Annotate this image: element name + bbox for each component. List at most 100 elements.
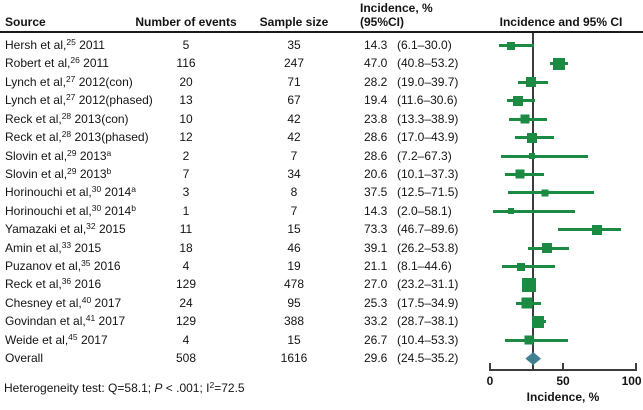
citation-superscript: 29 bbox=[67, 165, 77, 176]
source-cell: Overall bbox=[5, 351, 44, 366]
source-cell: Reck et al,28 2013(phased) bbox=[5, 129, 149, 145]
effect-square bbox=[521, 297, 533, 309]
table-row: Slovin et al,29 2013b 7 34 20.6 (10.1–37.3) bbox=[0, 165, 643, 184]
source-cell: Yamazaki et al,32 2015 bbox=[5, 221, 126, 237]
table-row: Lynch et al,27 2012(phased) 13 67 19.4 (11.6… bbox=[0, 91, 643, 110]
footnote-superscript: 2 bbox=[209, 380, 215, 390]
ci-cell: (11.6–30.6) bbox=[397, 93, 458, 108]
axis-tick-label: 100 bbox=[621, 374, 642, 388]
source-cell: Weide et al,45 2017 bbox=[5, 331, 108, 347]
effect-square bbox=[524, 335, 534, 345]
incidence-cell: 29.6 bbox=[364, 351, 388, 366]
incidence-cell: 14.3 bbox=[364, 203, 388, 218]
source-cell: Horinouchi et al,30 2014b bbox=[5, 202, 136, 218]
table-row: Reck et al,28 2013(phased) 12 42 28.6 (17.0–… bbox=[0, 128, 643, 147]
effect-square bbox=[592, 224, 603, 235]
citation-superscript: 27 bbox=[65, 73, 76, 84]
heterogeneity-footnote: Heterogeneity test: Q=58.1; P < .001; I2… bbox=[4, 381, 245, 395]
ci-cell: (10.4–53.3) bbox=[397, 332, 459, 347]
footnote-suffix: =72.5 bbox=[214, 381, 245, 395]
events-cell: 116 bbox=[176, 56, 196, 71]
incidence-cell: 28.6 bbox=[364, 148, 388, 163]
effect-square bbox=[526, 77, 537, 88]
source-cell: Govindan et al,41 2017 bbox=[5, 313, 126, 329]
events-cell: 3 bbox=[182, 185, 190, 200]
events-cell: 508 bbox=[175, 351, 197, 366]
ci-line bbox=[505, 338, 568, 342]
ci-cell: (8.1–44.6) bbox=[397, 259, 452, 274]
ci-line bbox=[501, 265, 556, 269]
effect-square bbox=[506, 41, 515, 50]
ci-cell: (26.2–53.8) bbox=[397, 240, 459, 255]
citation-superscript: 28 bbox=[61, 129, 72, 140]
source-cell: Robert et al,26 2011 bbox=[5, 55, 109, 71]
sample-cell: 19 bbox=[287, 259, 301, 274]
effect-square bbox=[541, 189, 549, 197]
axis-tick-label: 50 bbox=[556, 374, 570, 388]
incidence-cell: 28.2 bbox=[364, 74, 388, 89]
x-axis-label: Incidence, % bbox=[526, 390, 600, 404]
events-cell: 11 bbox=[179, 222, 193, 237]
column-header-incidence-line1: Incidence, % bbox=[360, 1, 433, 15]
effect-square bbox=[513, 95, 524, 106]
events-cell: 4 bbox=[182, 332, 190, 347]
ci-line bbox=[498, 44, 534, 47]
events-cell: 18 bbox=[179, 240, 193, 255]
incidence-cell: 25.3 bbox=[364, 295, 388, 310]
table-row: Reck et al,36 2016 129 478 27.0 (23.2–31.1) bbox=[0, 275, 643, 294]
incidence-cell: 23.8 bbox=[364, 111, 388, 126]
incidence-cell: 27.0 bbox=[364, 277, 388, 292]
ci-line bbox=[504, 172, 545, 176]
axis-tick bbox=[489, 363, 491, 371]
table-row: Puzanov et al,35 2016 4 19 21.1 (8.1–44.6) bbox=[0, 257, 643, 276]
ci-cell: (17.0–43.9) bbox=[397, 130, 459, 145]
events-cell: 20 bbox=[179, 74, 193, 89]
events-cell: 12 bbox=[179, 130, 193, 145]
arm-superscript: b bbox=[131, 202, 136, 213]
citation-superscript: 26 bbox=[70, 55, 80, 66]
table-row: Govindan et al,41 2017 129 388 33.2 (28.7–38… bbox=[0, 312, 643, 331]
citation-superscript: 29 bbox=[67, 147, 77, 158]
sample-cell: 42 bbox=[287, 130, 301, 145]
source-cell: Lynch et al,27 2012(phased) bbox=[5, 92, 153, 108]
sample-cell: 71 bbox=[287, 74, 301, 89]
incidence-cell: 39.1 bbox=[364, 240, 388, 255]
table-row: Slovin et al,29 2013a 2 7 28.6 (7.2–67.3) bbox=[0, 147, 643, 166]
incidence-cell: 37.5 bbox=[364, 185, 388, 200]
incidence-cell: 21.1 bbox=[364, 259, 388, 274]
effect-square bbox=[532, 315, 545, 328]
citation-superscript: 33 bbox=[61, 239, 72, 250]
arm-superscript: b bbox=[106, 165, 112, 176]
source-cell: Horinouchi et al,30 2014a bbox=[5, 184, 136, 200]
ci-line bbox=[558, 228, 621, 232]
source-cell: Lynch et al,27 2012(con) bbox=[5, 73, 133, 89]
ci-cell: (46.7–89.6) bbox=[397, 222, 459, 237]
ci-cell: (6.1–30.0) bbox=[397, 38, 452, 52]
citation-superscript: 40 bbox=[81, 294, 92, 305]
effect-square bbox=[520, 114, 530, 124]
footnote-mid: < .001; I bbox=[162, 381, 210, 395]
sample-cell: 34 bbox=[287, 166, 301, 181]
ci-line bbox=[500, 154, 589, 158]
ci-cell: (17.5–34.9) bbox=[397, 295, 459, 310]
citation-superscript: 27 bbox=[65, 92, 76, 103]
ci-cell: (24.5–35.2) bbox=[397, 351, 459, 366]
source-cell: Puzanov et al,35 2016 bbox=[5, 258, 121, 274]
sample-cell: 46 bbox=[287, 240, 301, 255]
events-cell: 2 bbox=[182, 148, 190, 163]
citation-superscript: 45 bbox=[68, 331, 78, 342]
citation-superscript: 36 bbox=[61, 276, 72, 287]
column-header-source: Source bbox=[5, 15, 46, 29]
sample-cell: 35 bbox=[287, 38, 301, 52]
citation-superscript: 35 bbox=[81, 258, 91, 269]
sample-cell: 67 bbox=[287, 93, 301, 108]
table-row: Horinouchi et al,30 2014a 3 8 37.5 (12.5–71.… bbox=[0, 183, 643, 202]
incidence-cell: 19.4 bbox=[364, 93, 388, 108]
source-cell: Slovin et al,29 2013a bbox=[5, 147, 112, 163]
table-row: Amin et al,33 2015 18 46 39.1 (26.2–53.8) bbox=[0, 239, 643, 258]
sample-cell: 388 bbox=[283, 314, 305, 329]
ci-cell: (40.8–53.2) bbox=[397, 56, 459, 71]
header-divider-line bbox=[0, 31, 643, 33]
table-row: Hersh et al,25 2011 5 35 14.3 (6.1–30.0) bbox=[0, 36, 643, 55]
